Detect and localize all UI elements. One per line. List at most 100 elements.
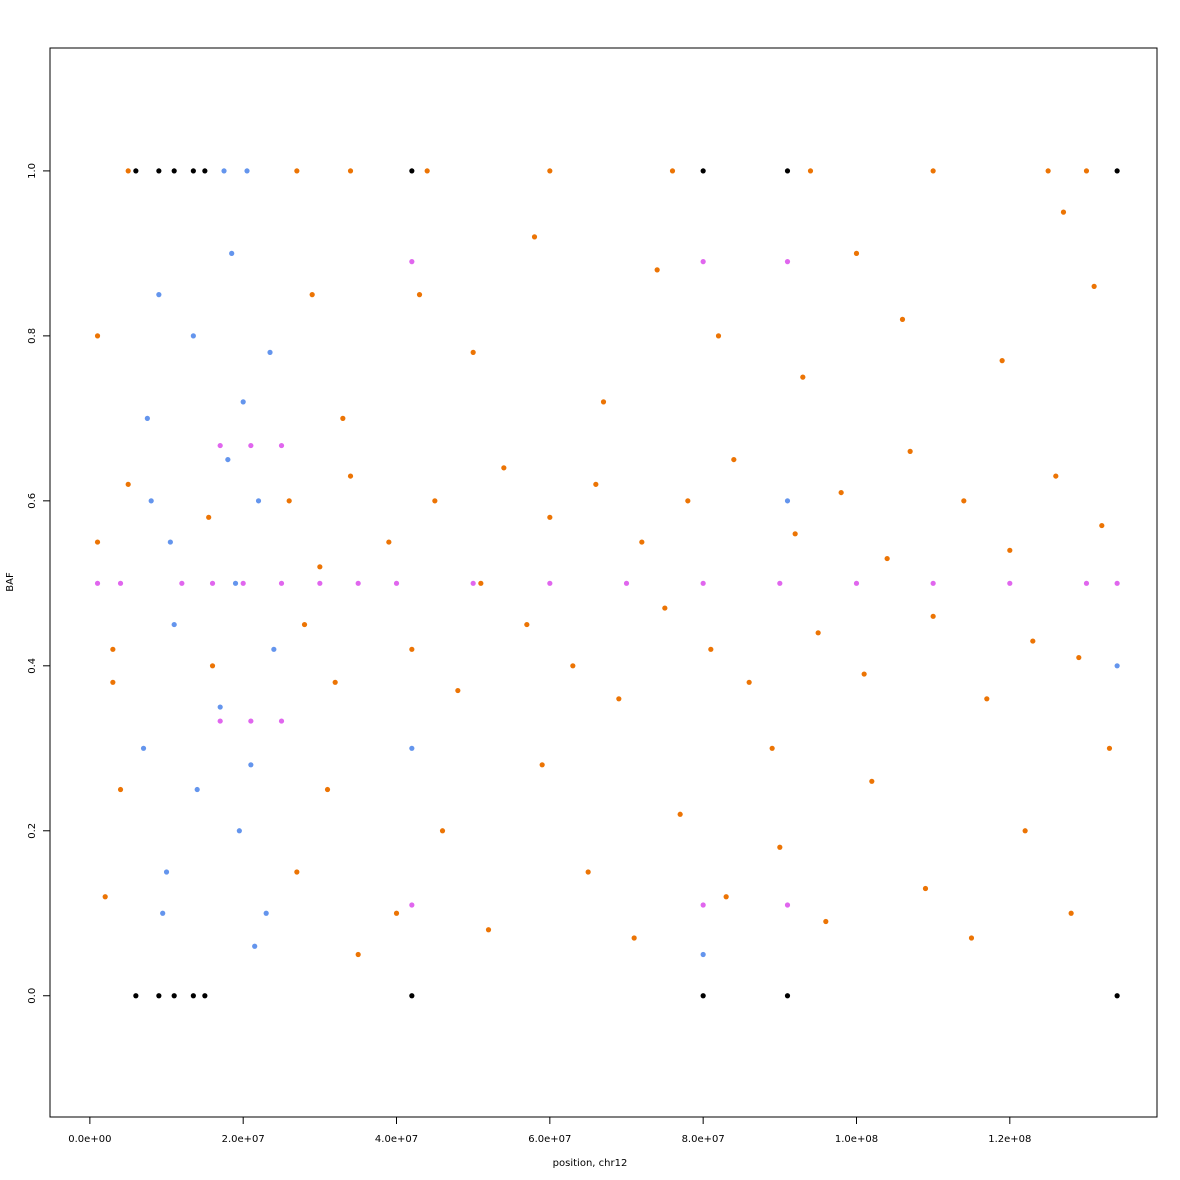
point [110,646,116,652]
point [1106,745,1113,751]
point [94,539,101,545]
point [677,811,683,817]
point [221,168,227,174]
y-tick-label: 0.0 [27,988,38,1004]
point [110,679,116,685]
point [140,745,147,751]
point [708,646,714,652]
point [1114,168,1120,174]
point [160,910,166,916]
y-tick-label: 0.8 [27,328,38,344]
point [654,267,660,273]
point [984,696,990,702]
point [1007,547,1013,553]
point [355,580,361,586]
point [432,498,438,504]
point [999,358,1005,364]
point [271,646,277,652]
point [930,168,936,174]
point [309,292,315,298]
point [209,663,216,669]
point [317,580,323,586]
point [232,580,239,586]
point [784,993,791,999]
point [202,993,208,999]
point [190,168,196,174]
point [240,580,246,586]
point [769,745,775,751]
point [531,234,538,240]
point [133,168,139,174]
point [102,894,108,900]
point [1007,580,1013,586]
point [163,869,170,875]
point [631,935,637,941]
point [206,514,212,520]
point [416,292,423,298]
point [869,778,875,784]
point [190,993,196,999]
point [144,415,150,421]
point [501,465,507,471]
point [1099,522,1105,529]
point [616,696,622,702]
point [700,902,706,908]
point [393,910,400,916]
point [700,259,706,265]
point [294,869,300,875]
point [547,168,553,174]
point [248,442,254,449]
point [478,580,484,586]
point [784,259,791,265]
point [777,844,783,850]
point [593,481,599,487]
point [301,621,308,628]
point [700,993,706,999]
point [1083,168,1090,174]
point [194,786,200,793]
point [700,168,706,174]
point [355,951,361,958]
point [217,718,223,724]
point [685,498,691,504]
point [409,745,415,751]
point [853,250,860,256]
point [861,671,867,677]
point [715,333,722,339]
point [244,168,250,174]
y-tick-label: 1.0 [27,163,38,179]
point [1083,580,1090,586]
point [209,580,216,586]
point [171,621,177,628]
point [662,605,668,611]
point [347,168,354,174]
point [700,580,706,586]
point [409,168,415,174]
point [1030,638,1036,644]
x-axis-label: position, chr12 [553,1158,628,1169]
point [815,630,821,636]
point [167,539,173,545]
point [1114,663,1120,669]
point [930,613,936,619]
point [547,580,553,586]
point [907,448,913,454]
point [125,168,131,174]
point [1076,654,1082,661]
point [524,621,530,628]
plot-frame [49,47,1158,1118]
point [225,456,231,463]
point [117,580,124,586]
point [240,399,246,405]
point [784,902,791,908]
point [409,993,415,999]
point [386,539,392,545]
point [800,374,806,380]
point [133,993,139,999]
point [853,580,860,586]
point [171,168,177,174]
point [179,580,185,586]
point [217,442,223,449]
point [784,168,791,174]
